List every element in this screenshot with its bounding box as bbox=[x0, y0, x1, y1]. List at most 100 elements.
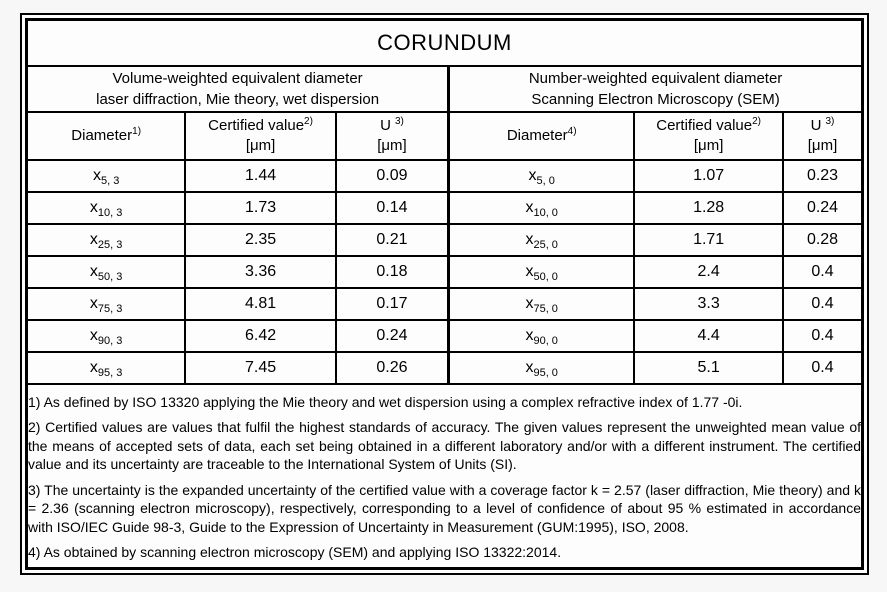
certified-value-cell: 6.42 bbox=[184, 319, 337, 353]
certified-value-cell: 1.73 bbox=[184, 191, 337, 225]
column-header-certified-left: Certified value2) [μm] bbox=[184, 111, 337, 161]
diameter-subscript: 75, 0 bbox=[533, 303, 558, 315]
diameter-subscript: 95, 0 bbox=[533, 367, 558, 379]
diameter-cell: x50, 3 bbox=[25, 255, 187, 289]
column-unit: [μm] bbox=[693, 137, 724, 154]
certified-value-cell: 1.28 bbox=[633, 191, 785, 225]
column-header-row: Diameter1) Certified value2) [μm] U 3) [μ… bbox=[25, 111, 864, 161]
diameter-symbol: x bbox=[89, 327, 98, 344]
diameter-subscript: 90, 3 bbox=[97, 335, 123, 347]
certified-value-cell: 1.71 bbox=[633, 223, 785, 257]
uncertainty-cell: 0.09 bbox=[334, 159, 451, 193]
column-unit: [μm] bbox=[807, 137, 838, 154]
footnotes-row: 1) As defined by ISO 13320 applying the … bbox=[25, 383, 864, 570]
table-row: x95, 3 7.45 0.26 x95, 0 5.1 0.4 bbox=[25, 351, 864, 385]
page-title: CORUNDUM bbox=[25, 18, 864, 67]
uncertainty-cell: 0.21 bbox=[334, 223, 451, 257]
footnote-ref: 2) bbox=[752, 116, 762, 127]
certified-value-cell: 1.07 bbox=[633, 159, 785, 193]
diameter-subscript: 5, 3 bbox=[100, 175, 120, 187]
uncertainty-cell: 0.4 bbox=[782, 319, 864, 353]
column-label: Certified value bbox=[208, 117, 305, 134]
diameter-subscript: 75, 3 bbox=[97, 303, 123, 315]
column-unit: [μm] bbox=[245, 137, 276, 154]
diameter-subscript: 25, 3 bbox=[97, 239, 123, 251]
diameter-symbol: x bbox=[525, 263, 534, 280]
certificate-frame: CORUNDUM Volume-weighted equivalent diam… bbox=[20, 13, 869, 575]
uncertainty-cell: 0.4 bbox=[782, 287, 864, 321]
table-row: x25, 3 2.35 0.21 x25, 0 1.71 0.28 bbox=[25, 223, 864, 257]
uncertainty-cell: 0.23 bbox=[782, 159, 864, 193]
uncertainty-cell: 0.26 bbox=[334, 351, 451, 385]
diameter-cell: x75, 0 bbox=[447, 287, 636, 321]
group-header-number: Number-weighted equivalent diameter Scan… bbox=[447, 65, 864, 113]
certified-value-cell: 5.1 bbox=[633, 351, 785, 385]
table-row: x10, 3 1.73 0.14 x10, 0 1.28 0.24 bbox=[25, 191, 864, 225]
column-header-uncertainty-right: U 3) [μm] bbox=[782, 111, 864, 161]
certified-value-cell: 1.44 bbox=[184, 159, 337, 193]
diameter-subscript: 5, 0 bbox=[536, 175, 555, 187]
certified-value-cell: 4.81 bbox=[184, 287, 337, 321]
certified-value-cell: 3.3 bbox=[633, 287, 785, 321]
column-label: U bbox=[380, 117, 391, 134]
table-row: x75, 3 4.81 0.17 x75, 0 3.3 0.4 bbox=[25, 287, 864, 321]
diameter-cell: x95, 3 bbox=[25, 351, 187, 385]
column-label: Diameter bbox=[71, 127, 133, 144]
footnote-ref: 1) bbox=[132, 126, 142, 137]
footnote-1: 1) As defined by ISO 13320 applying the … bbox=[28, 393, 743, 410]
uncertainty-cell: 0.14 bbox=[334, 191, 451, 225]
diameter-symbol: x bbox=[92, 167, 101, 184]
uncertainty-cell: 0.24 bbox=[782, 191, 864, 225]
diameter-cell: x90, 3 bbox=[25, 319, 187, 353]
diameter-cell: x75, 3 bbox=[25, 287, 187, 321]
group-header-line1: Volume-weighted equivalent diameter bbox=[112, 70, 363, 87]
footnote-4: 4) As obtained by scanning electron micr… bbox=[28, 544, 562, 560]
footnote-ref: 3) bbox=[394, 116, 404, 127]
diameter-subscript: 95, 3 bbox=[97, 367, 123, 379]
column-label: Diameter bbox=[506, 127, 568, 144]
diameter-symbol: x bbox=[525, 295, 534, 312]
diameter-symbol: x bbox=[89, 359, 98, 376]
uncertainty-cell: 0.28 bbox=[782, 223, 864, 257]
diameter-cell: x5, 3 bbox=[25, 159, 187, 193]
column-label: Certified value bbox=[656, 117, 753, 134]
certified-value-cell: 2.35 bbox=[184, 223, 337, 257]
diameter-cell: x5, 0 bbox=[447, 159, 636, 193]
diameter-subscript: 50, 0 bbox=[533, 271, 558, 283]
certified-value-cell: 4.4 bbox=[633, 319, 785, 353]
diameter-symbol: x bbox=[525, 231, 534, 248]
column-label: U bbox=[810, 117, 822, 134]
table-row: x50, 3 3.36 0.18 x50, 0 2.4 0.4 bbox=[25, 255, 864, 289]
group-header-line2: laser diffraction, Mie theory, wet dispe… bbox=[96, 91, 380, 108]
footnote-ref: 3) bbox=[825, 116, 835, 127]
diameter-cell: x95, 0 bbox=[447, 351, 636, 385]
diameter-cell: x25, 3 bbox=[25, 223, 187, 257]
diameter-cell: x90, 0 bbox=[447, 319, 636, 353]
diameter-symbol: x bbox=[525, 359, 534, 376]
footnotes-section: 1) As defined by ISO 13320 applying the … bbox=[25, 383, 864, 570]
certificate-table: CORUNDUM Volume-weighted equivalent diam… bbox=[25, 18, 864, 570]
uncertainty-cell: 0.18 bbox=[334, 255, 451, 289]
diameter-cell: x10, 3 bbox=[25, 191, 187, 225]
diameter-symbol: x bbox=[528, 167, 537, 184]
column-unit: [μm] bbox=[377, 137, 407, 154]
footnote-ref: 2) bbox=[304, 116, 313, 127]
uncertainty-cell: 0.17 bbox=[334, 287, 451, 321]
diameter-subscript: 10, 3 bbox=[97, 207, 123, 219]
diameter-symbol: x bbox=[525, 327, 534, 344]
group-header-volume: Volume-weighted equivalent diameter lase… bbox=[25, 65, 451, 113]
diameter-symbol: x bbox=[89, 231, 98, 248]
certified-value-cell: 3.36 bbox=[184, 255, 337, 289]
column-header-diameter-right: Diameter4) bbox=[447, 111, 636, 161]
footnote-3: 3) The uncertainty is the expanded uncer… bbox=[28, 481, 861, 535]
diameter-subscript: 10, 0 bbox=[533, 207, 558, 219]
diameter-cell: x10, 0 bbox=[447, 191, 636, 225]
footnote-ref: 4) bbox=[567, 126, 577, 137]
footnote-2: 2) Certified values are values that fulf… bbox=[28, 419, 861, 472]
certified-value-cell: 2.4 bbox=[633, 255, 785, 289]
title-row: CORUNDUM bbox=[25, 18, 864, 67]
table-row: x5, 3 1.44 0.09 x5, 0 1.07 0.23 bbox=[25, 159, 864, 193]
group-header-line2: Scanning Electron Microscopy (SEM) bbox=[531, 91, 780, 108]
group-header-row: Volume-weighted equivalent diameter lase… bbox=[25, 65, 864, 113]
